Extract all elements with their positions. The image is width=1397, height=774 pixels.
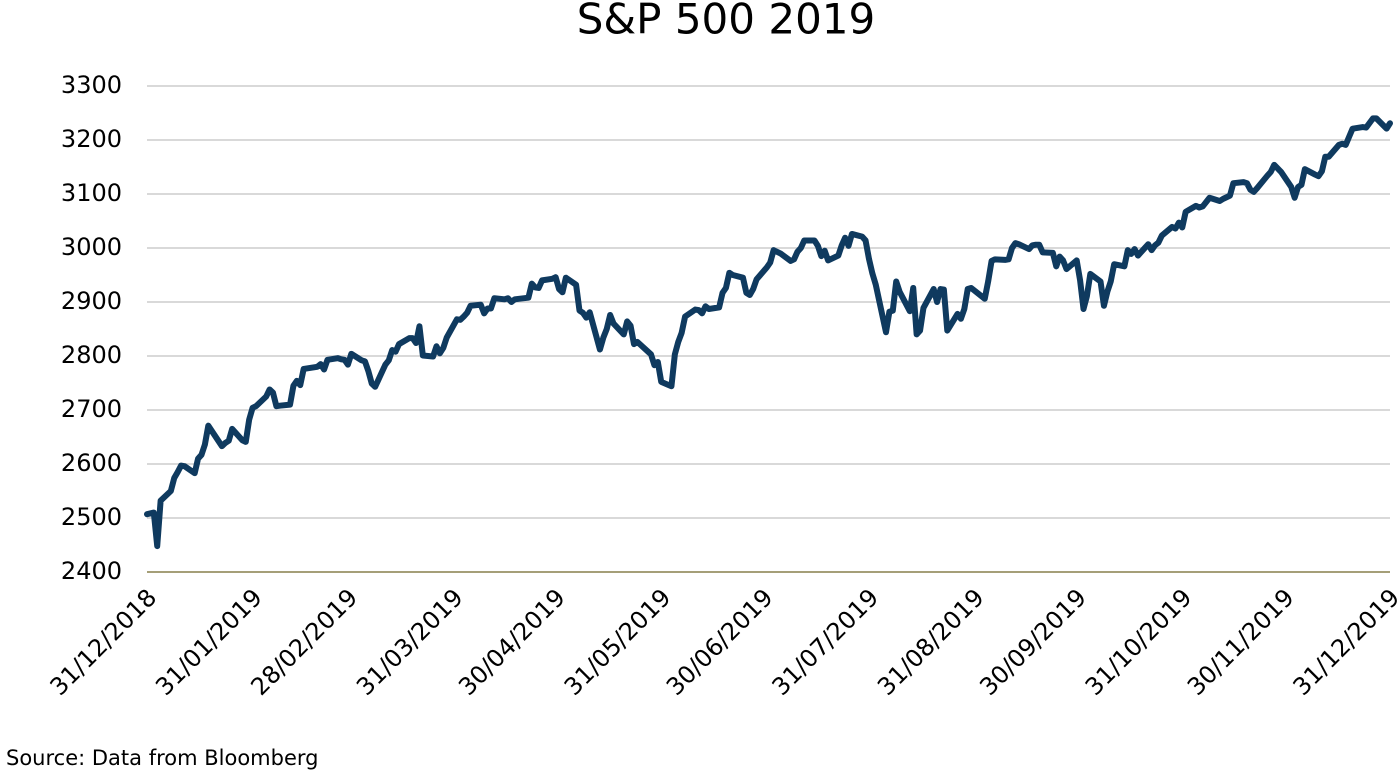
source-note: Source: Data from Bloomberg [6,746,318,770]
x-tick-label: 31/03/2019 [351,583,469,701]
y-tick-label: 3200 [61,125,122,153]
x-tick-label: 31/07/2019 [767,583,885,701]
x-tick-label: 31/05/2019 [559,583,677,701]
y-tick-label: 2400 [61,557,122,585]
chart-title: S&P 500 2019 [577,0,876,44]
y-tick-label: 2800 [61,341,122,369]
x-tick-label: 30/11/2019 [1182,583,1300,701]
x-tick-label: 30/04/2019 [453,583,571,701]
y-tick-label: 3100 [61,179,122,207]
price-line [144,115,1393,550]
y-tick-label: 2600 [61,449,122,477]
y-tick-label: 3300 [61,71,122,99]
x-tick-label: 31/08/2019 [872,583,990,701]
y-tick-label: 3000 [61,233,122,261]
x-tick-label: 30/09/2019 [974,583,1092,701]
y-tick-label: 2700 [61,395,122,423]
y-tick-label: 2900 [61,287,122,315]
x-tick-label: 31/12/2018 [45,583,163,701]
y-tick-label: 2500 [61,503,122,531]
x-tick-label: 31/10/2019 [1080,583,1198,701]
x-tick-label: 31/12/2019 [1288,583,1397,701]
x-tick-label: 30/06/2019 [661,583,779,701]
